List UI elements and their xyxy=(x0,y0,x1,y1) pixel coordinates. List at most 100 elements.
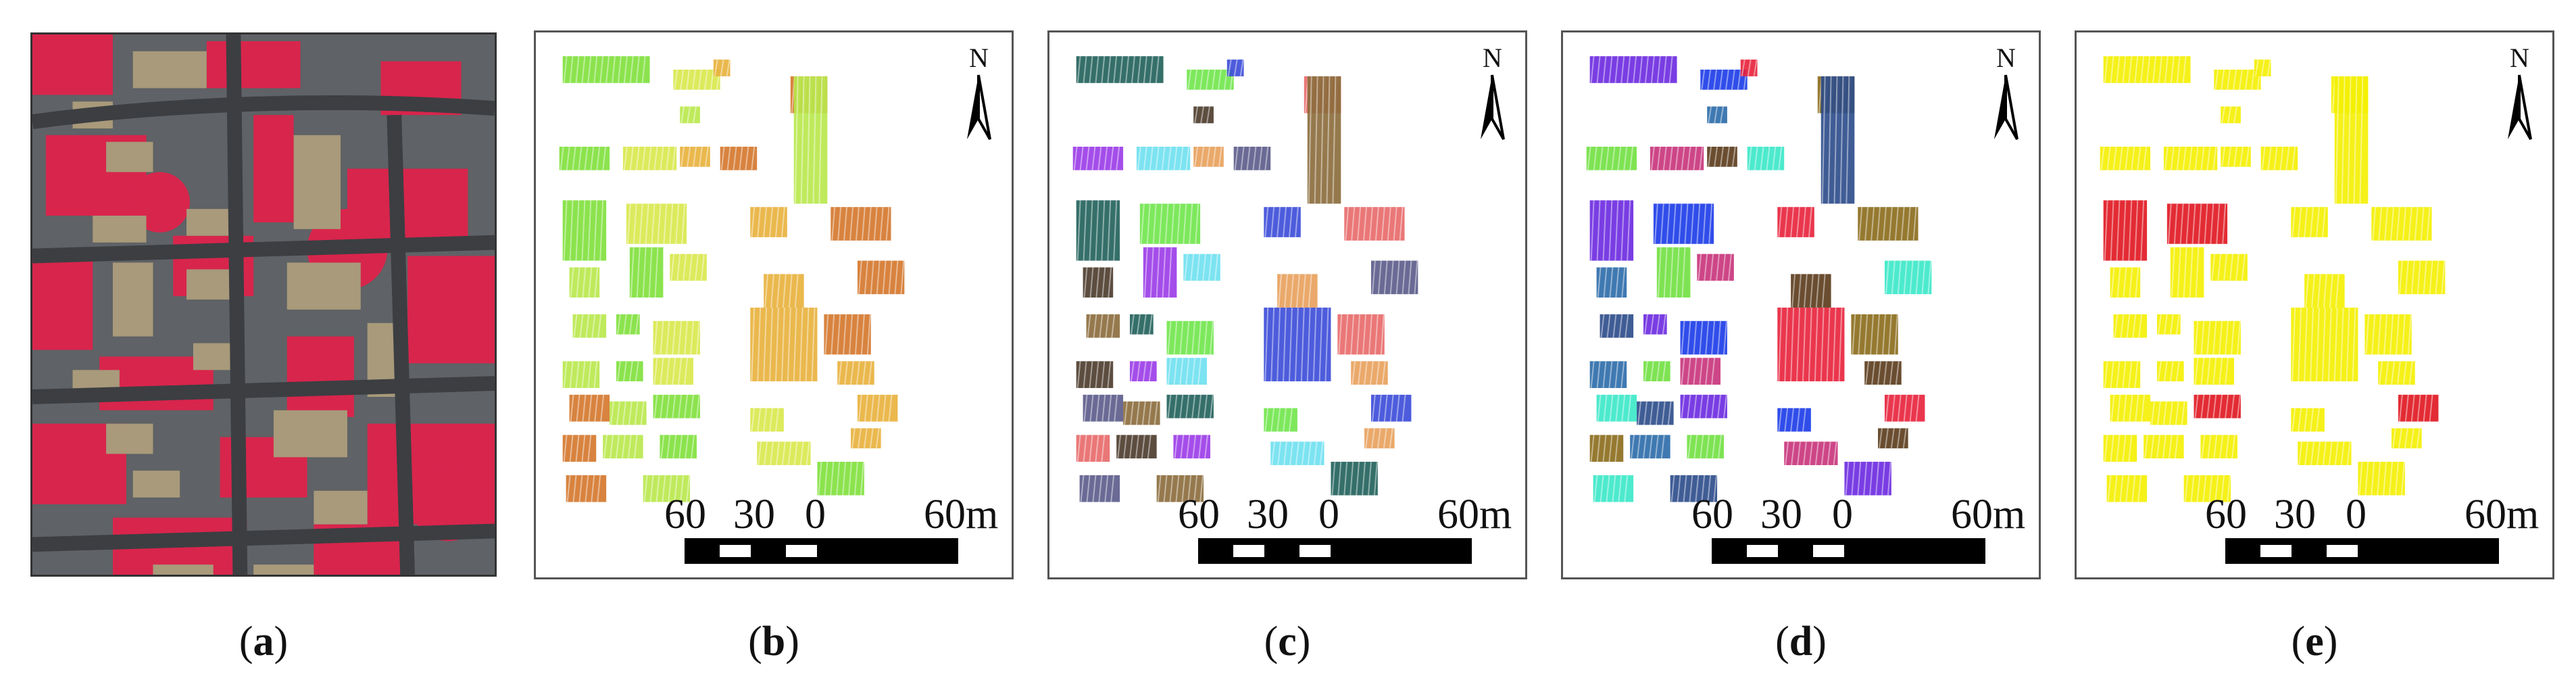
building-segment xyxy=(1129,361,1157,382)
north-label: N xyxy=(1483,43,1502,73)
building-segment xyxy=(2364,314,2412,355)
building-segment xyxy=(1884,394,1925,422)
building-segment xyxy=(643,475,691,502)
scale-bar-gap xyxy=(1747,545,1778,557)
building-segment xyxy=(1844,462,1891,496)
building-segment xyxy=(2291,408,2325,432)
building-segment xyxy=(1777,408,1811,432)
building-segment xyxy=(2298,441,2352,465)
building-segment xyxy=(2110,394,2151,422)
building-segment xyxy=(857,394,898,422)
scanline-hatch xyxy=(1234,146,1269,170)
scanline-hatch xyxy=(2104,56,2187,83)
scanline-hatch xyxy=(560,146,607,170)
scanline-hatch xyxy=(1657,247,1686,298)
scanline-hatch xyxy=(630,247,659,298)
scanline-hatch xyxy=(680,146,709,167)
scanline-hatch xyxy=(1791,274,1826,308)
building-segment xyxy=(1637,401,1674,425)
building-segment xyxy=(1589,361,1627,388)
building-segment xyxy=(2106,475,2148,502)
scanline-hatch xyxy=(1184,254,1218,281)
scanline-hatch xyxy=(1308,76,1337,204)
scanline-hatch xyxy=(758,441,810,466)
building-segment xyxy=(2144,435,2184,459)
building-segment xyxy=(1129,314,1154,335)
building-segment xyxy=(653,358,694,385)
scanline-hatch xyxy=(2194,394,2241,418)
building-segment xyxy=(2221,106,2241,124)
building-segment xyxy=(1193,146,1224,167)
building-segment xyxy=(1680,358,1721,385)
scanline-hatch xyxy=(603,435,638,459)
scanline-hatch xyxy=(1271,441,1324,466)
building-segment xyxy=(1680,320,1727,355)
building-segment xyxy=(1777,307,1845,382)
scanline-hatch xyxy=(1654,203,1713,244)
scanline-hatch xyxy=(1130,314,1153,335)
building-segment xyxy=(2110,267,2141,298)
scale-label-60m: 60m xyxy=(2464,492,2540,537)
building-segment xyxy=(1586,146,1637,170)
building-segment xyxy=(610,401,647,425)
scanline-hatch xyxy=(1076,200,1118,261)
scanline-hatch xyxy=(1885,394,1920,422)
scale-bar-gap xyxy=(1233,545,1264,557)
scanline-hatch xyxy=(563,56,646,83)
building-segment xyxy=(1364,428,1395,449)
building-segment xyxy=(2103,361,2141,388)
building-segment xyxy=(1370,394,1412,422)
scanline-hatch xyxy=(1590,56,1673,83)
scanline-hatch xyxy=(2392,428,2421,449)
building-segment xyxy=(680,106,700,124)
scale-bar-gap xyxy=(720,545,751,557)
scanline-hatch xyxy=(1076,56,1160,83)
scanline-hatch xyxy=(2358,461,2405,496)
building-segment xyxy=(2150,401,2187,425)
scanline-hatch xyxy=(563,435,592,462)
scanline-hatch xyxy=(566,475,601,502)
scanline-hatch xyxy=(2171,247,2200,298)
scanline-hatch xyxy=(858,394,893,422)
building-segment xyxy=(1264,307,1331,382)
scanline-hatch xyxy=(2194,358,2229,385)
building-segment xyxy=(793,76,828,204)
scale-bar xyxy=(1712,538,1985,564)
scanline-hatch xyxy=(2144,435,2179,459)
scale-label-60m: 60m xyxy=(1437,492,1512,537)
building-segment xyxy=(2103,200,2148,261)
building-segment xyxy=(1878,428,1908,449)
scanline-hatch xyxy=(714,59,730,77)
building-segment xyxy=(569,267,600,298)
scanline-hatch xyxy=(563,361,598,389)
building-segment xyxy=(653,320,700,355)
scanline-hatch xyxy=(1371,394,1406,422)
building-segment xyxy=(1370,260,1418,295)
scale-bar-gap xyxy=(2260,545,2292,557)
scanline-hatch xyxy=(1338,314,1385,355)
scanline-hatch xyxy=(2292,408,2320,432)
north-arrow: N xyxy=(2496,45,2543,153)
scanline-hatch xyxy=(1174,435,1208,459)
caption-letter: c xyxy=(1278,619,1297,665)
scanline-hatch xyxy=(2372,207,2431,241)
scanline-hatch xyxy=(2214,69,2261,90)
scale-label-30: 30 xyxy=(733,492,775,537)
scanline-hatch xyxy=(1741,59,1758,77)
scanline-hatch xyxy=(1194,106,1210,124)
building-segment xyxy=(2334,76,2369,204)
scanline-hatch xyxy=(751,207,785,237)
building-segment xyxy=(1076,435,1110,462)
scanline-hatch xyxy=(1331,461,1378,496)
building-segment xyxy=(1697,254,1734,281)
scanline-hatch xyxy=(1137,146,1190,170)
north-label: N xyxy=(969,43,989,73)
scanline-hatch xyxy=(1748,146,1783,170)
scanline-hatch xyxy=(1087,314,1116,338)
scanline-hatch xyxy=(751,408,779,432)
scanline-hatch xyxy=(1194,146,1222,167)
scanline-hatch xyxy=(653,358,689,385)
scale-bar-gap xyxy=(1813,545,1844,557)
building-segment xyxy=(1183,254,1220,281)
scanline-hatch xyxy=(1885,260,1932,295)
